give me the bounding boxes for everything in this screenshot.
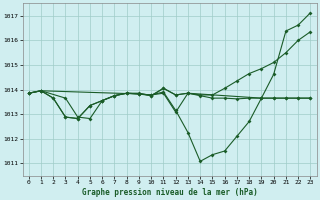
- X-axis label: Graphe pression niveau de la mer (hPa): Graphe pression niveau de la mer (hPa): [82, 188, 258, 197]
